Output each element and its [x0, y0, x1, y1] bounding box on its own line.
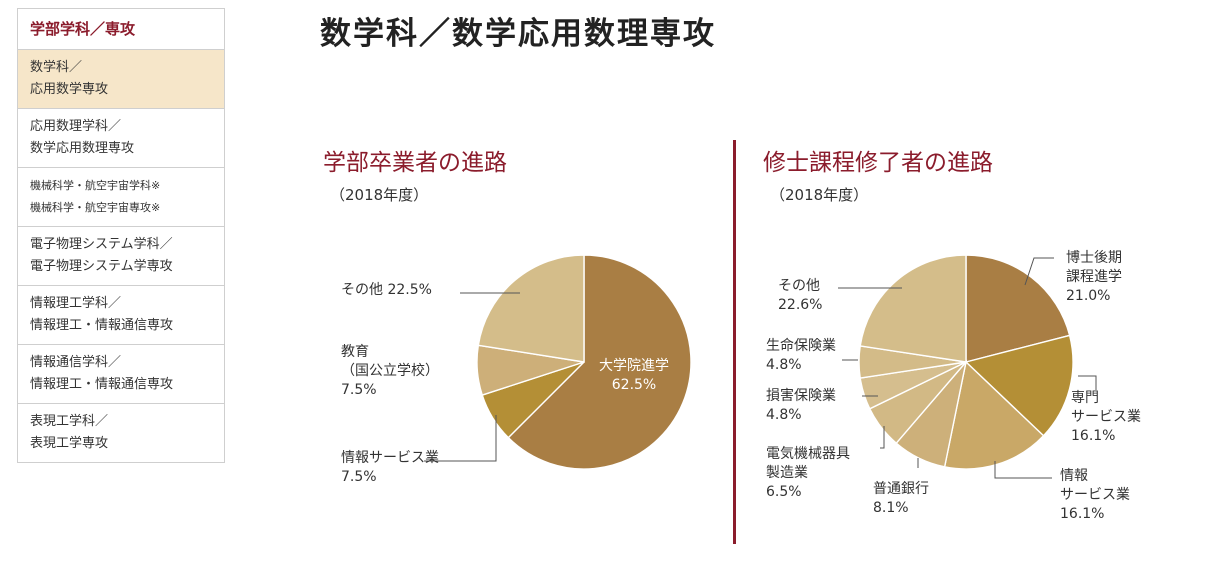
sidebar-item-expression[interactable]: 表現工学科／ 表現工学専攻 — [18, 404, 224, 463]
chart-2-leader-line-1 — [1024, 257, 1054, 286]
page-title: 数学科／数学応用数理専攻 — [320, 16, 716, 52]
chart-2-data-label-2: 専門サービス業 16.1% — [1071, 390, 1141, 444]
chart-2-slice-8 — [859, 254, 967, 363]
chart-2-data-label-4: 普通銀行 8.1% — [873, 481, 929, 516]
chart-2-leader-line-3 — [994, 461, 1052, 479]
chart-1-slice-4 — [477, 254, 585, 363]
chart-1-title: 学部卒業者の進路 — [323, 150, 507, 176]
chart-1-leader-line-2 — [424, 415, 497, 462]
chart-2-data-label-1: 博士後期課程進学 21.0% — [1066, 249, 1122, 304]
sidebar-item-info-science[interactable]: 情報理工学科／ 情報理工・情報通信専攻 — [18, 286, 224, 345]
sidebar-item-applied-math[interactable]: 応用数理学科／ 数学応用数理専攻 — [18, 109, 224, 168]
chart-2-title: 修士課程修了者の進路 — [763, 150, 993, 176]
chart-2-leader-line-5 — [880, 426, 885, 449]
sidebar-item-info-comm[interactable]: 情報通信学科／ 情報理工・情報通信専攻 — [18, 345, 224, 404]
chart-2-slice-1 — [965, 254, 1071, 363]
sidebar-item-math[interactable]: 数学科／ 応用数学専攻 — [18, 50, 224, 109]
chart-2-slice-3 — [943, 360, 1045, 470]
sidebar-item-mechanical-aerospace[interactable]: 機械科学・航空宇宙学科※ 機械科学・航空宇宙専攻※ — [18, 168, 224, 227]
chart-2-data-label-6: 損害保険業 4.8% — [766, 388, 836, 423]
sidebar-item-electronic-physics[interactable]: 電子物理システム学科／ 電子物理システム学専攻 — [18, 227, 224, 286]
sidebar-heading: 学部学科／専攻 — [18, 9, 224, 50]
chart-1-data-label-3: 教育（国公立学校） 7.5% — [341, 344, 439, 398]
chart-1-data-label-1: 大学院進学 62.5% — [599, 358, 669, 393]
chart-1-slice-1 — [507, 254, 692, 470]
chart-2-data-label-8: その他 22.6% — [778, 278, 822, 313]
chart-divider — [733, 140, 736, 544]
chart-2-subtitle: （2018年度） — [770, 186, 869, 204]
chart-2-leader-line-2 — [1078, 375, 1097, 390]
chart-2-data-label-3: 情報サービス業 16.1% — [1060, 468, 1130, 522]
chart-2-slice-2 — [964, 334, 1074, 437]
chart-1-subtitle: （2018年度） — [330, 186, 429, 204]
chart-1-data-label-2: 情報サービス業 7.5% — [341, 450, 439, 485]
chart-2-data-label-5: 電気機械器具製造業 6.5% — [766, 446, 850, 500]
sidebar-nav: 学部学科／専攻 数学科／ 応用数学専攻 応用数理学科／ 数学応用数理専攻 機械科… — [17, 8, 225, 463]
chart-2-data-label-7: 生命保険業 4.8% — [766, 337, 836, 373]
chart-1-data-label-4: その他 22.5% — [341, 282, 432, 298]
